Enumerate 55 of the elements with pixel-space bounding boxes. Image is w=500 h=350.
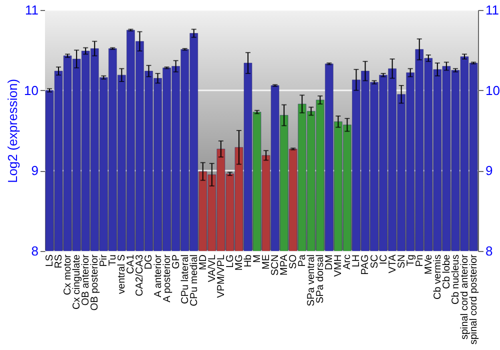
x-tick-label: MPA (279, 254, 290, 276)
y-tick-label: 11 (25, 2, 38, 18)
x-tick-label: MVe (423, 254, 434, 275)
y-tick-label: 8 (31, 244, 38, 258)
x-tick-label: Pir (98, 254, 110, 267)
x-tick-label: MD (198, 254, 209, 270)
x-tick-label: DM (324, 254, 336, 270)
x-tick-label: SCN (270, 254, 282, 276)
x-tick-label: DG (144, 254, 155, 270)
x-tick-label: M (252, 254, 263, 263)
x-tick-label: PAG (360, 254, 372, 275)
y2-tick-label: 11 (486, 2, 499, 18)
x-tick-label: CPu medial (188, 254, 200, 306)
x-tick-label: spinal cord posterior (468, 254, 480, 345)
x-tick-label: SO (288, 254, 300, 269)
y-tick-label: 9 (31, 163, 38, 178)
x-tick-label: LG (224, 254, 236, 268)
x-tick-label: VA/VL (206, 254, 218, 282)
x-tick-label: Pa (297, 254, 308, 267)
y-tick-label: 10 (24, 82, 38, 98)
y2-tick-label: 8 (486, 244, 493, 258)
x-tick-label: Cb nucleus (450, 254, 462, 305)
x-tick-label: RS (54, 254, 65, 268)
x-tick-label: Cb vermis (432, 254, 444, 300)
x-tick-label: SC (369, 254, 380, 268)
x-tick-label: Arc (342, 254, 354, 270)
x-tick-label: Hb (242, 254, 254, 268)
x-tick-label: Cx cingulate (72, 254, 83, 310)
x-tick-label: CA1 (126, 254, 137, 274)
y-axis-title: Log2 (expression) (5, 78, 20, 184)
x-tick-label: LH (351, 254, 362, 268)
x-tick-label: CA2/CA3 (134, 254, 146, 296)
x-tick-label: A posterior (162, 254, 173, 302)
x-tick-label: A anterior (152, 254, 164, 298)
x-tick-label: SPa dorsal (315, 254, 326, 304)
x-tick-label: OB anterior (80, 254, 92, 306)
x-tick-label: spinal cord anterior (459, 254, 470, 340)
x-tick-label: ME (261, 254, 272, 270)
y2-tick-label: 10 (486, 82, 500, 98)
x-tick-label: Pn (414, 254, 426, 267)
x-tick-label: VPM/VPL (216, 254, 227, 298)
x-tick-label: MG (234, 254, 245, 271)
x-tick-label: IC (378, 254, 390, 264)
x-tick-label: VTA (387, 254, 398, 274)
x-tick-label: Cb lobe (441, 254, 452, 289)
x-tick-label: Tu (108, 254, 119, 266)
x-tick-label: VMH (333, 254, 344, 277)
x-tick-label: Tg (405, 254, 416, 266)
x-tick-label: OB posterior (90, 254, 101, 311)
x-tick-label: SN (396, 254, 408, 268)
y2-tick-label: 9 (486, 163, 493, 178)
x-tick-label: LS (44, 254, 56, 267)
x-tick-label: ventral S (116, 254, 128, 294)
x-tick-label: GP (170, 254, 182, 269)
x-tick-label: CPu lateral (180, 254, 191, 304)
